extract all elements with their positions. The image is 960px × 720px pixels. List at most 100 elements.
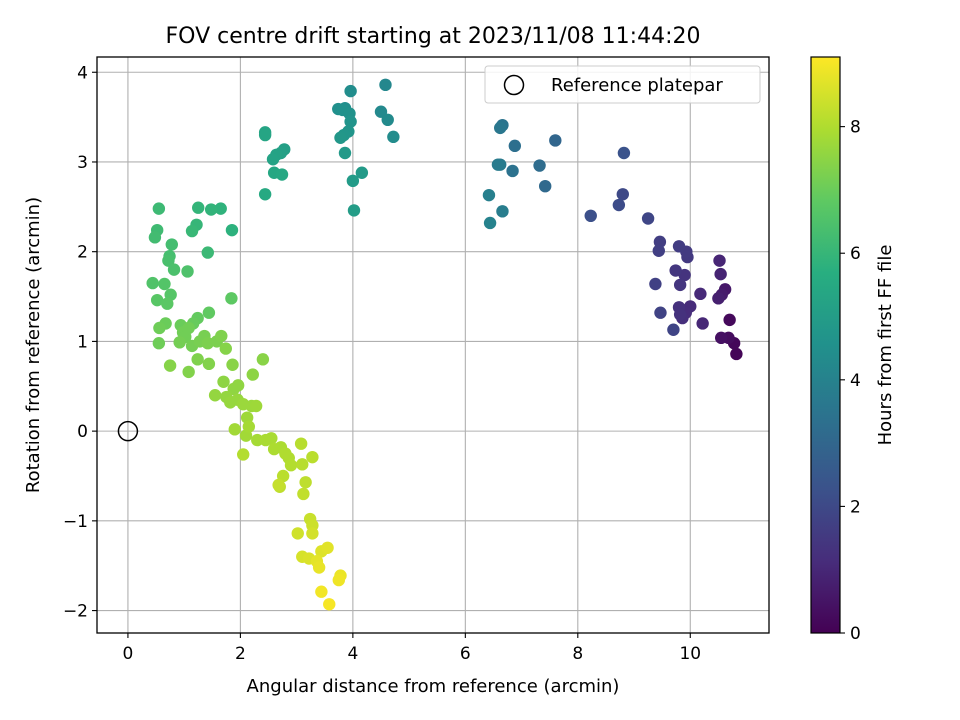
legend-label-reference: Reference platepar <box>551 75 723 96</box>
y-tick-label: −2 <box>63 602 88 622</box>
y-tick-label: 4 <box>77 63 88 83</box>
data-point <box>258 188 272 201</box>
y-tick-label: 3 <box>77 153 88 173</box>
chart-title: FOV centre drift starting at 2023/11/08 … <box>166 24 701 49</box>
data-point <box>150 293 164 307</box>
data-point <box>723 313 736 327</box>
reference-platepar-marker <box>117 420 139 442</box>
data-point <box>673 278 687 292</box>
data-point <box>696 317 709 330</box>
data-point <box>265 432 278 445</box>
data-point <box>641 212 655 225</box>
data-point <box>225 223 239 237</box>
data-point <box>162 254 175 267</box>
data-point <box>306 450 319 464</box>
y-axis-ticks: −2 −1 0 1 2 3 4 <box>63 63 97 622</box>
legend-marker-reference <box>503 74 525 96</box>
data-point <box>228 423 241 436</box>
x-tick-label: 0 <box>123 644 134 664</box>
data-point <box>165 238 178 251</box>
data-point <box>355 166 369 179</box>
x-tick-label: 8 <box>572 644 583 664</box>
data-point <box>291 527 304 540</box>
y-axis-label: Rotation from reference (arcmin) <box>23 197 44 493</box>
data-point <box>381 113 394 127</box>
data-point <box>208 389 222 402</box>
y-tick-label: 2 <box>77 243 88 263</box>
data-point <box>231 379 245 392</box>
data-point <box>191 353 204 366</box>
data-point <box>146 276 159 290</box>
data-point <box>226 358 239 371</box>
colorbar-tick-label: 8 <box>850 118 861 138</box>
data-point <box>217 375 230 388</box>
data-point <box>538 179 552 193</box>
y-tick-label: 1 <box>77 332 88 352</box>
data-point <box>334 131 347 144</box>
data-point <box>294 437 308 450</box>
data-point <box>306 527 319 540</box>
data-point <box>616 188 629 201</box>
data-point <box>667 323 680 336</box>
data-point <box>246 368 259 381</box>
data-point <box>152 202 166 215</box>
data-point <box>712 292 725 305</box>
data-point <box>652 244 665 257</box>
data-point <box>158 277 171 291</box>
colorbar-tick-label: 4 <box>850 371 861 391</box>
data-points <box>117 78 743 611</box>
data-point <box>272 478 285 492</box>
data-point <box>346 174 360 188</box>
colorbar-tick-label: 0 <box>850 624 861 644</box>
data-point <box>694 287 707 301</box>
data-point <box>482 188 496 202</box>
data-point <box>225 292 238 305</box>
data-point <box>654 306 667 319</box>
data-point <box>152 337 166 350</box>
data-point <box>617 146 631 160</box>
data-point <box>299 476 312 489</box>
data-point <box>249 399 263 413</box>
colorbar-tick-label: 2 <box>850 497 861 517</box>
data-point <box>148 231 162 244</box>
y-tick-label: −1 <box>63 512 88 532</box>
data-point <box>672 240 686 253</box>
x-tick-label: 6 <box>460 644 471 664</box>
colorbar-label: Hours from first FF file <box>875 245 896 446</box>
colorbar: 0 2 4 6 8 Hours from first FF file <box>810 56 896 644</box>
data-point <box>713 254 726 267</box>
data-point <box>347 204 361 217</box>
data-point <box>219 342 232 355</box>
data-point <box>185 224 199 238</box>
data-point <box>192 201 205 214</box>
data-point <box>163 359 177 372</box>
data-point <box>312 561 326 574</box>
data-point <box>297 487 310 501</box>
x-tick-label: 10 <box>679 644 701 664</box>
colorbar-tick-label: 6 <box>850 244 861 264</box>
colorbar-gradient <box>810 56 841 634</box>
data-point <box>214 202 227 215</box>
plot-frame <box>96 56 770 634</box>
data-point <box>237 448 250 461</box>
data-point <box>258 128 272 142</box>
x-tick-label: 4 <box>347 644 358 664</box>
data-point <box>182 365 195 379</box>
x-axis-ticks: 0 2 4 6 8 10 <box>123 633 701 664</box>
data-point <box>379 78 392 92</box>
data-point <box>202 357 216 371</box>
data-point <box>296 458 309 471</box>
colorbar-ticks: 0 2 4 6 8 <box>840 118 861 644</box>
data-point <box>715 331 728 345</box>
data-point <box>387 130 400 144</box>
data-point <box>275 168 289 181</box>
data-point <box>215 329 228 343</box>
data-point <box>483 216 497 230</box>
data-point <box>344 84 357 98</box>
data-point <box>496 205 509 218</box>
x-tick-label: 2 <box>235 644 246 664</box>
data-point <box>323 598 336 611</box>
data-point <box>315 585 328 598</box>
data-point <box>153 321 166 335</box>
